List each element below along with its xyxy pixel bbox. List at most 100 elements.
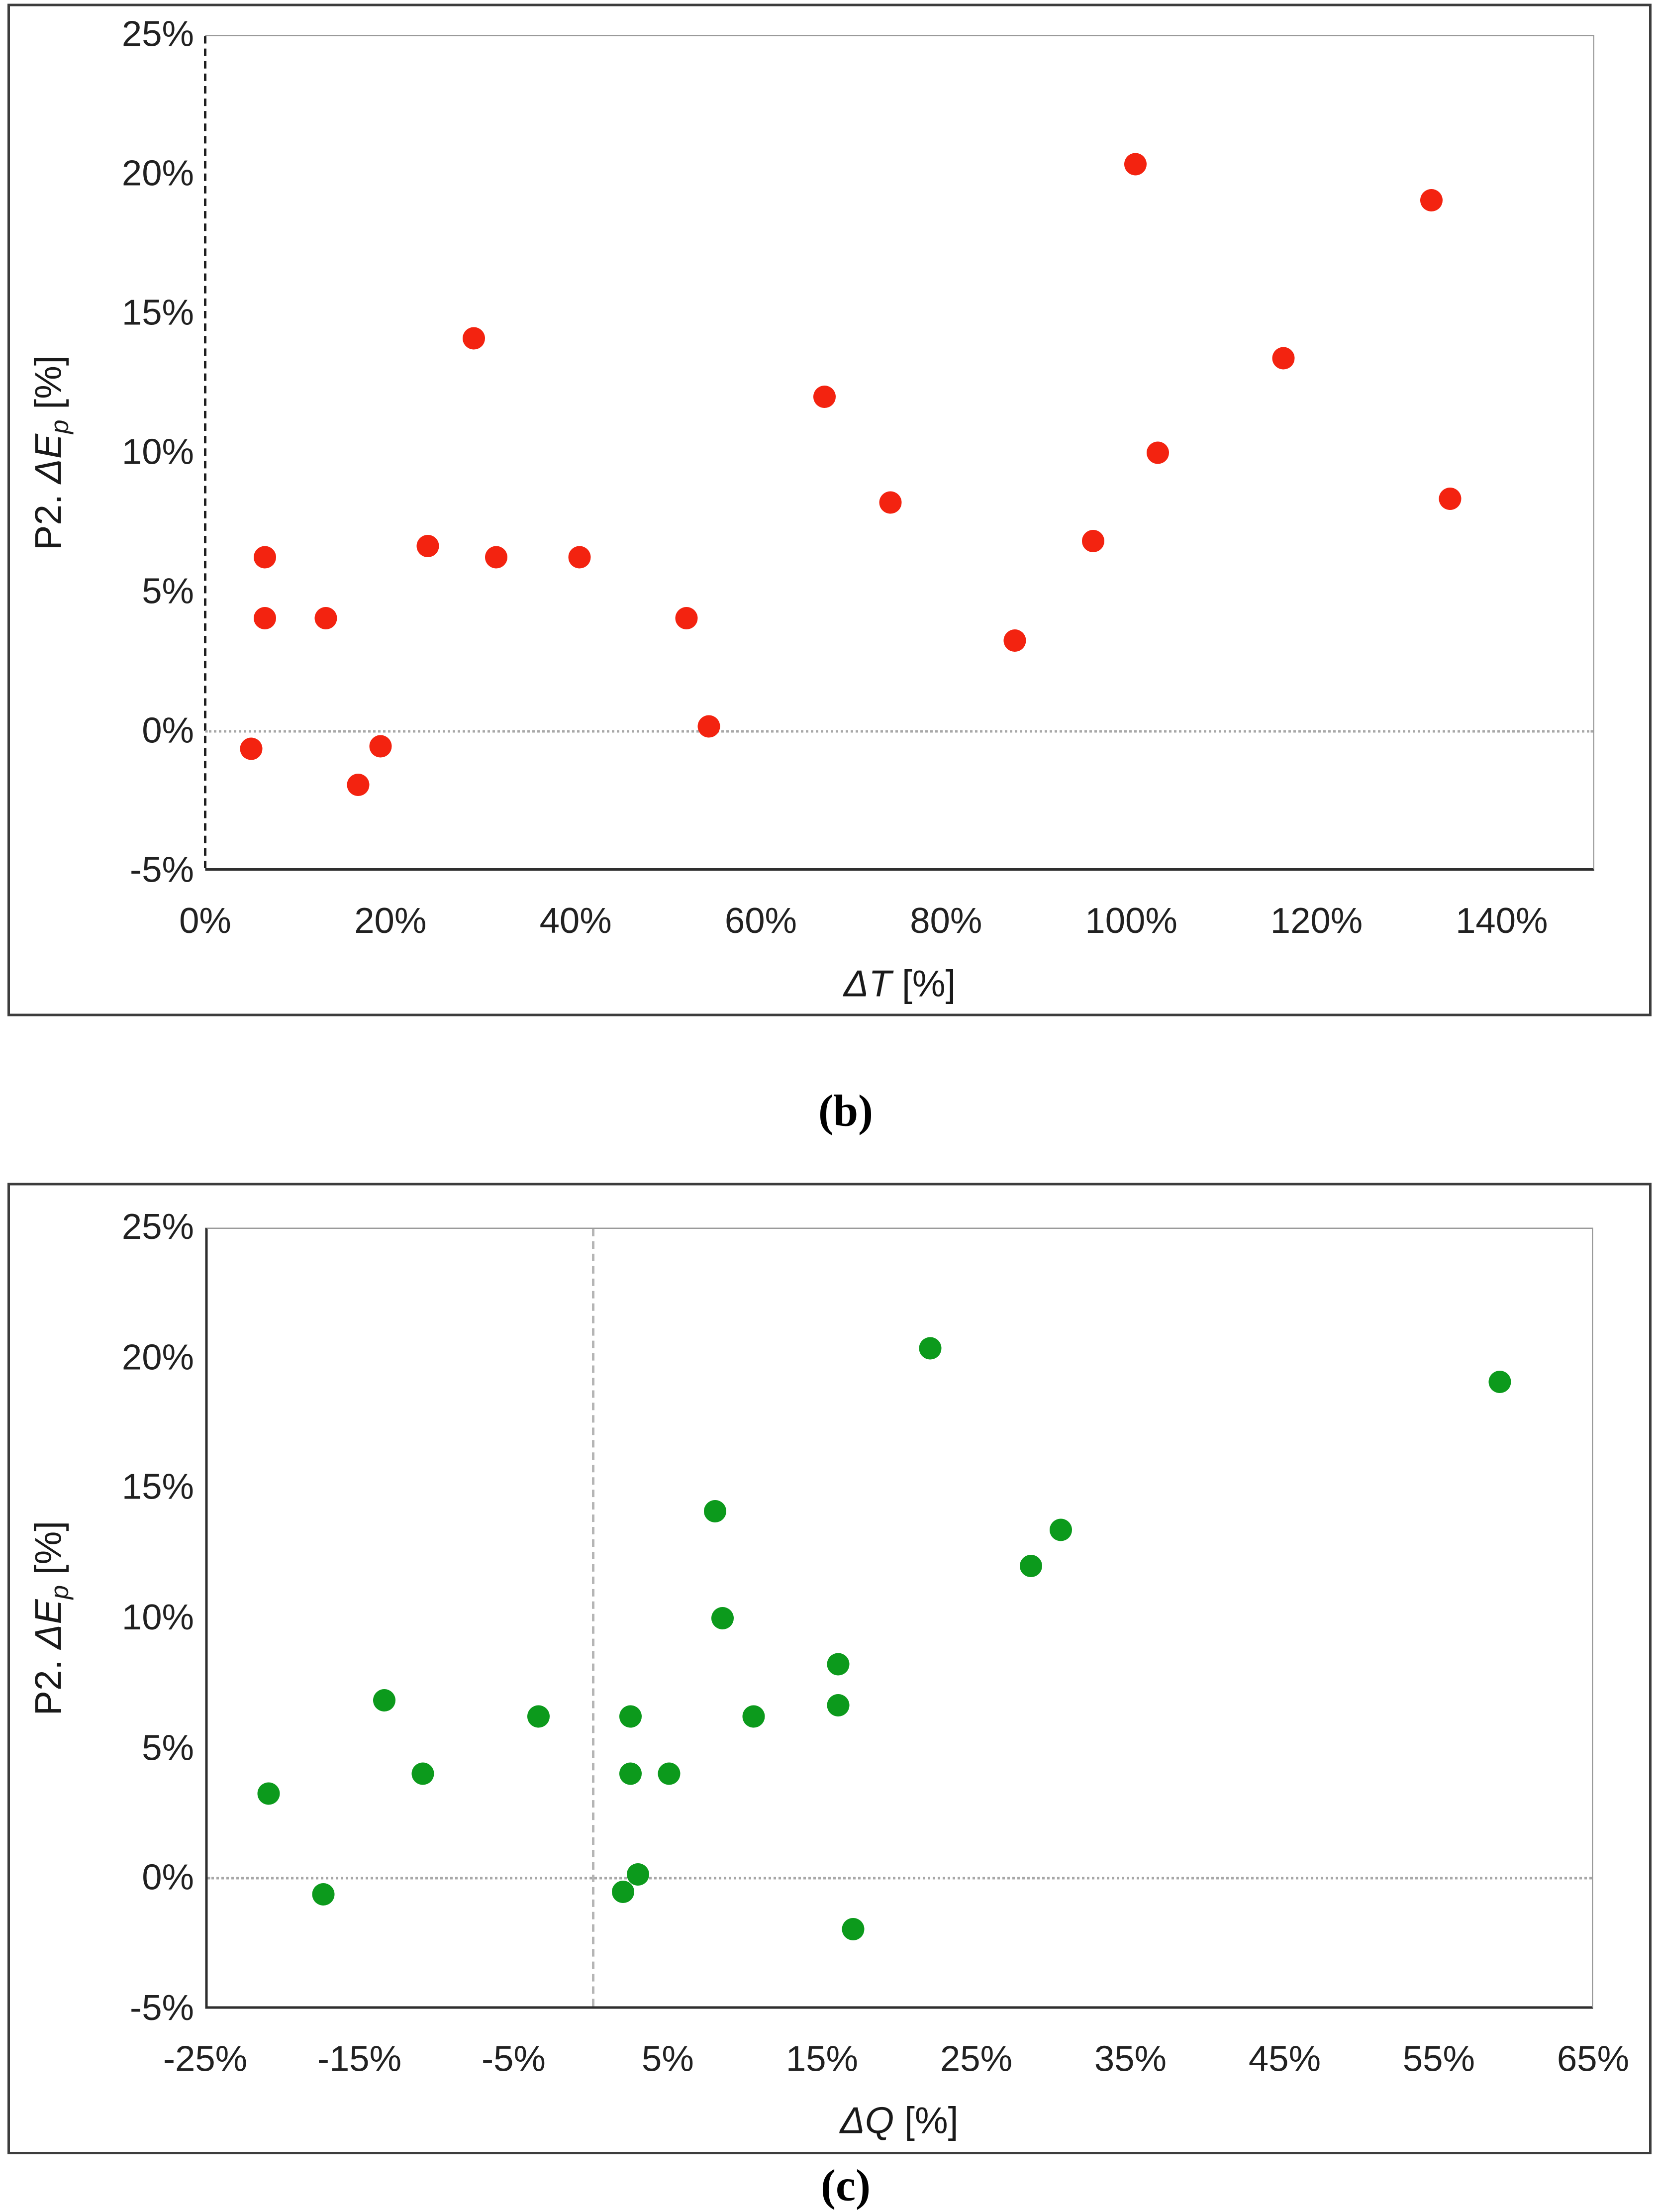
plot-area — [204, 35, 1594, 871]
data-point — [1003, 629, 1026, 652]
data-point — [373, 1689, 396, 1712]
x-tick-label: 40% — [539, 902, 612, 942]
data-point — [698, 715, 721, 738]
y-tick-label: 20% — [121, 1338, 194, 1378]
y-tick-label: 10% — [121, 433, 194, 473]
y-tick-label: 20% — [121, 154, 194, 194]
data-point — [814, 385, 837, 408]
data-point — [314, 607, 337, 630]
data-point — [619, 1762, 642, 1785]
zero-line-horizontal — [205, 729, 1593, 732]
x-tick-label: 20% — [354, 902, 427, 942]
x-tick-row: 0% 20% 40% 60% 80% 100% 120% 140% — [179, 901, 1595, 945]
figure-panel-b: 25% 20% 15% 10% 5% 0% -5% 0% 20% 40% 60% 80% 100% 12… — [7, 3, 1652, 1016]
y-axis-title: P2. ΔEp [%] — [27, 1395, 75, 1842]
x-tick-label: 120% — [1270, 902, 1363, 942]
y-tick-label: 25% — [121, 15, 194, 55]
y-axis-prefix: P2. — [28, 1649, 70, 1716]
data-point — [411, 1762, 434, 1785]
data-point — [1271, 346, 1294, 369]
y-axis-prefix: P2. — [28, 484, 70, 550]
data-point — [370, 735, 392, 758]
data-point — [658, 1762, 681, 1785]
data-point — [919, 1337, 942, 1360]
data-point — [842, 1917, 865, 1940]
y-tick-label: 0% — [142, 1858, 194, 1899]
y-tick-label: 15% — [121, 293, 194, 333]
x-axis-title: ΔQ [%] — [205, 2100, 1593, 2144]
y-tick-label: -5% — [130, 851, 194, 891]
y-tick-column: 25% 20% 15% 10% 5% 0% -5% — [10, 15, 194, 891]
x-tick-label: 100% — [1085, 902, 1177, 942]
data-point — [1488, 1370, 1511, 1393]
data-point — [258, 1782, 281, 1805]
data-point — [254, 607, 277, 630]
data-point — [240, 737, 263, 760]
data-point — [742, 1705, 765, 1727]
data-point — [1124, 152, 1147, 175]
data-point — [527, 1705, 550, 1727]
x-axis-unit: [%] — [891, 964, 956, 1005]
data-point — [619, 1705, 642, 1727]
y-axis-subscript: p — [47, 419, 75, 434]
zero-line-vertical — [592, 1229, 595, 2007]
data-point — [1019, 1554, 1042, 1577]
data-point — [827, 1694, 850, 1717]
x-tick-label: 15% — [785, 2040, 858, 2080]
y-tick-label: 0% — [142, 711, 194, 751]
data-point — [485, 546, 508, 569]
x-axis-symbol: ΔQ — [840, 2101, 894, 2142]
data-point — [1438, 488, 1461, 511]
x-tick-label: -25% — [163, 2040, 248, 2080]
x-tick-label: 0% — [179, 902, 231, 942]
data-point — [878, 491, 901, 513]
x-tick-label: -5% — [481, 2040, 546, 2080]
x-tick-label: 140% — [1456, 902, 1548, 942]
data-point — [1420, 188, 1443, 211]
x-tick-label: 45% — [1248, 2040, 1321, 2080]
figure-panel-c: 25% 20% 15% 10% 5% 0% -5% -25% -15% -5% 5% 15% 25% 3… — [7, 1183, 1652, 2154]
data-point — [311, 1884, 334, 1907]
x-tick-label: 80% — [910, 902, 982, 942]
y-axis-symbol: ΔE — [28, 433, 70, 484]
x-tick-label: -15% — [317, 2040, 402, 2080]
caption-b: (b) — [818, 1086, 873, 1136]
zero-line-horizontal — [207, 1877, 1592, 1880]
x-tick-label: 35% — [1094, 2040, 1167, 2080]
data-point — [254, 546, 277, 569]
y-tick-label: 5% — [142, 1728, 194, 1769]
x-axis-unit: [%] — [894, 2101, 959, 2142]
plot-area — [205, 1227, 1593, 2009]
caption-c: (c) — [821, 2160, 871, 2211]
data-point — [1082, 529, 1105, 552]
y-axis-symbol: ΔE — [28, 1599, 70, 1649]
y-tick-label: 15% — [121, 1468, 194, 1508]
x-tick-label: 5% — [642, 2040, 694, 2080]
y-axis-unit: [%] — [28, 355, 70, 420]
data-point — [1050, 1518, 1073, 1541]
y-axis-title: P2. ΔEp [%] — [27, 229, 75, 677]
x-zero-axis-dashed-line — [204, 36, 206, 868]
data-point — [611, 1881, 634, 1904]
data-point — [1147, 441, 1170, 464]
data-point — [711, 1606, 734, 1629]
y-tick-label: 25% — [121, 1207, 194, 1248]
x-tick-label: 60% — [724, 902, 797, 942]
x-tick-row: -25% -15% -5% 5% 15% 25% 35% 45% 55% 65% — [163, 2039, 1629, 2084]
x-tick-label: 55% — [1402, 2040, 1475, 2080]
x-tick-label: 25% — [940, 2040, 1013, 2080]
data-point — [569, 546, 591, 569]
y-tick-label: 10% — [121, 1598, 194, 1638]
data-point — [416, 535, 439, 558]
data-point — [675, 607, 698, 630]
y-axis-subscript: p — [47, 1585, 75, 1600]
x-axis-symbol: ΔT — [844, 964, 892, 1005]
y-tick-column: 25% 20% 15% 10% 5% 0% -5% — [10, 1208, 194, 2029]
data-point — [462, 327, 485, 350]
data-point — [704, 1500, 727, 1523]
y-tick-label: 5% — [142, 572, 194, 612]
data-point — [627, 1863, 650, 1886]
x-tick-label: 65% — [1557, 2040, 1630, 2080]
